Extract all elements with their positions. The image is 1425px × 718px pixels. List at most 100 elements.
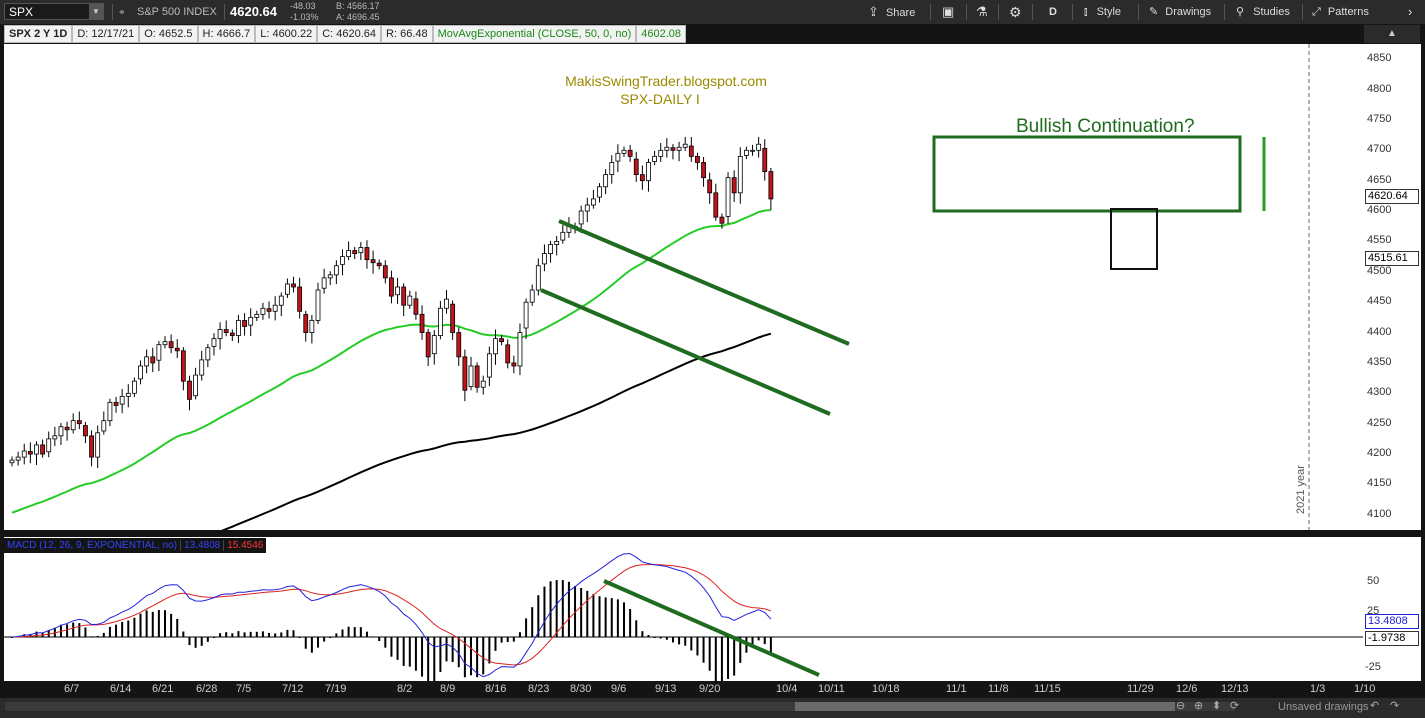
divider [112,4,113,20]
ohlc-date: D: 12/17/21 [72,25,140,43]
last-price-badge: 4620.64 [1365,189,1419,204]
macd-histogram-bar [121,621,124,637]
style-button[interactable]: ⫾ Style [1084,0,1121,24]
studies-button[interactable]: ⚲ Studies [1236,0,1290,24]
macd-histogram-bar [580,588,583,637]
price-axis[interactable]: 4850 4800 4750 4700 4650 4600 4550 4500 4450 4400… [1363,25,1421,530]
candle-body [511,362,517,367]
chevron-right-icon[interactable]: › [1408,4,1413,19]
date-tick: 12/13 [1221,683,1249,695]
divider [998,4,999,20]
macd-chart[interactable] [4,537,1363,681]
time-scrollbar[interactable] [5,702,1235,711]
zoom-in-icon[interactable]: ⊕ [1194,700,1204,712]
candle-body [64,426,70,431]
macd-histogram-bar [451,637,454,662]
gear-icon[interactable]: ⚙ [1009,4,1022,20]
candle-body [529,289,535,303]
candle-body [260,307,266,315]
candle-body [119,395,125,405]
symbol-input[interactable]: SPX ▼ [4,3,104,20]
drawings-button[interactable]: ✎ Drawings [1149,0,1211,24]
period-selector[interactable]: D [1049,6,1057,18]
reset-icon[interactable]: ⟳ [1230,700,1240,712]
candle-body [205,347,211,361]
candle-body [150,356,156,364]
candle-body [223,329,229,333]
macd-histogram-bar [463,637,466,678]
price-tick: 4250 [1367,416,1392,429]
channel-upper-trendline[interactable] [558,219,850,346]
candle-body [578,210,584,225]
macd-tick-neg25: -25 [1365,661,1381,673]
candle-body [597,186,602,198]
candle-body [89,435,94,458]
macd-histogram-bar [769,637,772,654]
last-price: 4620.64 [230,4,277,19]
candle-body [236,320,241,337]
macd-histogram-bar [537,595,540,637]
channel-lower-trendline[interactable] [540,288,831,416]
macd-study-label[interactable]: MACD (12, 26, 9, EXPONENTIAL, no) [7,540,178,551]
candle-body [346,250,352,258]
candle-body [107,402,113,422]
candle-body [352,250,358,254]
candle-body [284,283,290,295]
price-pane[interactable]: MakisSwingTrader.blogspot.com SPX-DAILY … [4,44,1363,530]
candle-body [444,298,449,309]
link-icon[interactable]: ⚭ [118,7,126,17]
redo-icon[interactable]: ↷ [1390,700,1400,712]
macd-pane[interactable] [4,537,1363,681]
divider [224,4,225,20]
macd-histogram-bar [574,586,577,637]
candle-body [193,374,199,397]
drag-icon[interactable]: ⬍ [1212,700,1222,712]
candles-group [9,136,774,469]
layout-icon[interactable]: ▣ [942,4,955,19]
patterns-button[interactable]: ⤢ Patterns [1312,0,1369,24]
consolidation-rectangle[interactable] [932,135,1242,213]
date-axis[interactable]: 6/7 6/14 6/21 6/28 7/5 7/12 7/19 8/2 8/9 8/16 8/23… [0,681,1425,698]
chevron-down-icon[interactable]: ▼ [89,4,103,19]
divider [966,4,967,20]
price-chart[interactable]: MakisSwingTrader.blogspot.com SPX-DAILY … [4,44,1363,530]
macd-trendline[interactable] [603,579,820,677]
date-tick: 9/13 [655,683,677,695]
macd-value: 13.4808 [180,540,224,551]
candle-body [266,308,272,312]
macd-histogram-bar [237,631,240,637]
pullback-box[interactable] [1110,208,1158,270]
change-value: -48.03 [290,1,316,11]
ohlc-low: L: 4600.22 [255,25,318,43]
date-tick: 10/4 [776,683,798,695]
date-tick: 11/8 [988,683,1009,695]
scrollbar-thumb[interactable] [795,702,1175,711]
macd-histogram-bar [555,580,558,637]
macd-histogram-bar [115,624,118,637]
macd-histogram-bar [176,618,179,637]
share-button[interactable]: ⇪ Share [868,0,915,24]
collapse-panel-icon[interactable]: ▲ [1364,25,1420,43]
macd-histogram-bar [610,598,613,637]
flask-icon[interactable]: ⚗ [976,4,988,19]
ema-study-label[interactable]: MovAvgExponential (CLOSE, 50, 0, no) [432,25,637,43]
zoom-out-icon[interactable]: ⊖ [1176,700,1186,712]
macd-axis[interactable]: 50 25 -25 13.4808 -1.9738 [1363,537,1421,681]
macd-histogram-bar [616,599,619,637]
date-tick: 6/21 [152,683,174,695]
ema200-line[interactable] [12,332,772,530]
macd-histogram-bar [35,631,38,637]
candle-body [309,320,315,333]
unsaved-drawings-label: Unsaved drawings [1278,701,1369,713]
undo-icon[interactable]: ↶ [1370,700,1380,712]
price-tick: 4150 [1367,477,1392,490]
macd-histogram-bar [635,620,638,637]
macd-histogram-bar [59,624,62,637]
ema50-line[interactable] [11,209,771,514]
macd-histogram-bar [133,617,136,637]
candle-body [731,177,737,194]
macd-histogram-bar [702,637,705,663]
date-tick: 8/2 [397,683,413,695]
date-tick: 11/29 [1127,683,1154,695]
macd-histogram-bar [200,637,203,646]
